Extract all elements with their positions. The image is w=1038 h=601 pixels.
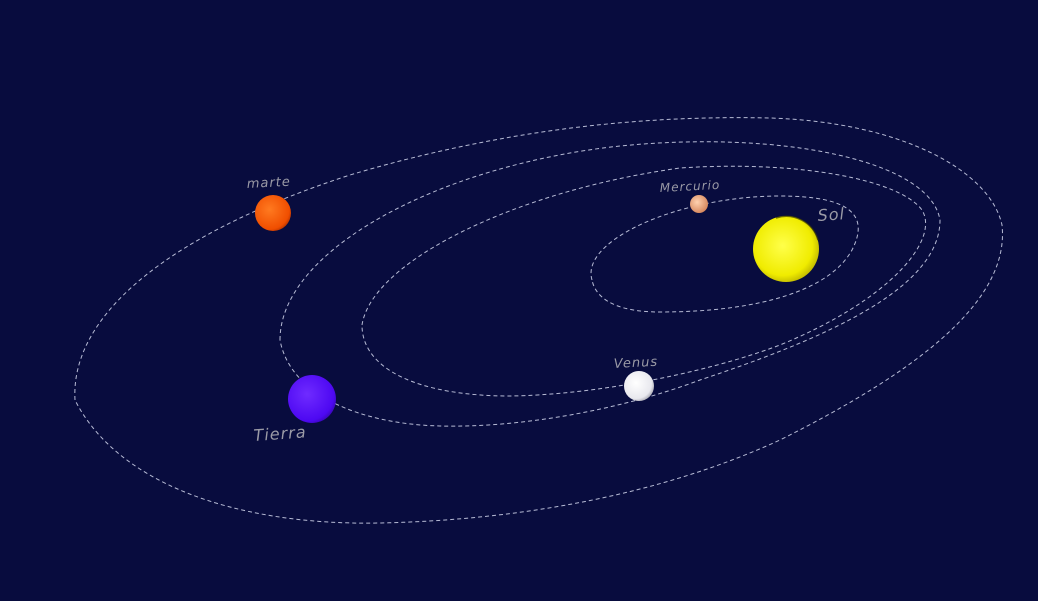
earth-orbit bbox=[279, 141, 941, 427]
mercury-orbit bbox=[590, 195, 859, 313]
venus-label: Venus bbox=[613, 355, 658, 372]
sun-label: Sol bbox=[817, 204, 846, 225]
venus-body bbox=[624, 371, 654, 401]
mars-body bbox=[255, 195, 291, 231]
mercury-label: Mercurio bbox=[659, 178, 720, 195]
earth-label: Tierra bbox=[253, 422, 307, 445]
venus-orbit bbox=[361, 165, 927, 397]
sun-shadow-arc bbox=[775, 215, 819, 241]
mars-orbit bbox=[74, 117, 1003, 524]
sun-body bbox=[753, 216, 819, 282]
mercury-body bbox=[690, 195, 708, 213]
earth-body bbox=[288, 375, 336, 423]
mars-label: marte bbox=[246, 175, 291, 192]
